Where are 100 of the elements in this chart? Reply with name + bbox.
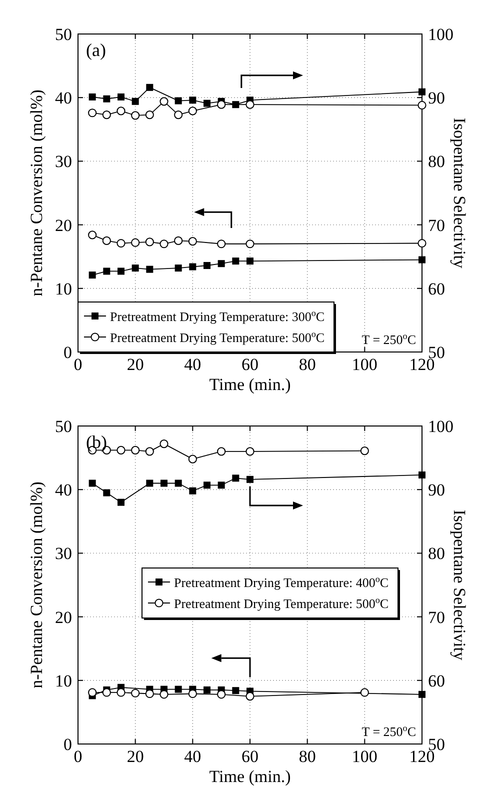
point (88, 272, 96, 279)
point (246, 447, 254, 456)
y-tick-label: 50 (55, 25, 72, 44)
point (146, 84, 154, 91)
point (204, 100, 210, 107)
point (418, 238, 426, 248)
point (418, 100, 426, 110)
point (102, 110, 111, 120)
y-tick-label: 0 (64, 343, 72, 362)
point (88, 108, 97, 118)
annotation: (a) (86, 40, 106, 60)
point (118, 498, 124, 506)
y2-tick-label: 90 (428, 480, 445, 500)
point (189, 263, 196, 270)
point (217, 447, 226, 456)
x-tick-label: 80 (298, 747, 316, 766)
point (204, 482, 210, 489)
y2-tick-label: 80 (428, 152, 445, 172)
point (418, 88, 426, 96)
point (174, 480, 182, 487)
x-tick-label: 100 (352, 355, 378, 374)
point (103, 95, 110, 102)
x-tick-label: 40 (184, 355, 202, 374)
x-axis-title: Time (min.) (209, 767, 291, 786)
point (218, 482, 225, 489)
y-axis-title: n-Pentane Conversion (mol%) (27, 482, 46, 688)
point (246, 258, 254, 265)
x-tick-label: 20 (126, 747, 144, 766)
point (174, 110, 183, 120)
point (116, 238, 126, 248)
point (188, 237, 197, 246)
point (88, 230, 97, 240)
x-tick-label: 100 (352, 747, 378, 766)
point (116, 446, 126, 454)
point (118, 93, 124, 100)
y-tick-label: 30 (55, 544, 72, 564)
point (103, 268, 110, 275)
y2-tick-label: 80 (428, 544, 445, 564)
annotation: (b) (86, 432, 107, 452)
y2-axis-title: Isopentane Selectivity (450, 118, 469, 269)
point (146, 266, 154, 273)
y-tick-label: 50 (55, 417, 72, 436)
point (174, 264, 182, 272)
x-axis-title: Time (min.) (209, 375, 291, 394)
y-tick-label: 40 (55, 88, 72, 108)
point (146, 480, 154, 487)
point (145, 238, 154, 246)
point (160, 240, 168, 248)
point (246, 240, 254, 248)
point (189, 487, 196, 494)
point (145, 447, 154, 456)
point (189, 96, 196, 104)
point (88, 93, 96, 100)
y-tick-label: 40 (55, 480, 72, 500)
y-axis-title: n-Pentane Conversion (mol%) (27, 90, 46, 296)
y2-tick-label: 100 (428, 25, 454, 44)
x-tick-label: 60 (242, 747, 258, 766)
point (232, 474, 240, 482)
point (217, 100, 226, 109)
legend-label: Pretreatment Drying Temperature: 300$^{o}$C (110, 308, 325, 324)
y2-tick-label: 90 (428, 88, 445, 108)
x-tick-label: 60 (242, 355, 258, 374)
point (418, 471, 426, 478)
annotation: T = 250$^{o}$C (362, 331, 416, 347)
point (360, 446, 369, 456)
legend-label: Pretreatment Drying Temperature: 500$^{o}$C (110, 329, 325, 345)
point (188, 454, 197, 464)
x-tick-label: 80 (298, 355, 316, 374)
point (232, 258, 240, 265)
point (246, 100, 254, 109)
y-tick-label: 20 (55, 608, 72, 627)
point (131, 238, 140, 247)
point (88, 480, 96, 487)
point (160, 480, 168, 487)
point (118, 268, 124, 275)
legend-label: Pretreatment Drying Temperature: 500$^{o}$C (174, 595, 389, 611)
point (418, 256, 426, 264)
point (160, 97, 168, 106)
y2-tick-label: 70 (428, 608, 445, 627)
point (102, 236, 111, 245)
point (188, 106, 197, 116)
y-tick-label: 10 (55, 279, 72, 298)
y2-tick-label: 100 (428, 417, 454, 436)
point (160, 440, 168, 448)
point (131, 111, 140, 120)
y-tick-label: 0 (64, 735, 72, 754)
y-tick-label: 20 (55, 216, 72, 235)
point (204, 262, 210, 270)
y2-axis-title: Isopentane Selectivity (450, 510, 469, 661)
point (174, 97, 182, 104)
y2-tick-label: 60 (428, 279, 445, 298)
x-tick-label: 40 (184, 747, 202, 766)
y-tick-label: 30 (55, 152, 72, 172)
y-tick-label: 10 (55, 671, 72, 690)
annotation: T = 250$^{o}$C (362, 723, 416, 739)
point (145, 110, 154, 120)
point (217, 240, 226, 248)
point (174, 236, 183, 245)
legend-label: Pretreatment Drying Temperature: 400$^{o}$C (174, 574, 389, 590)
y2-tick-label: 70 (428, 216, 445, 235)
